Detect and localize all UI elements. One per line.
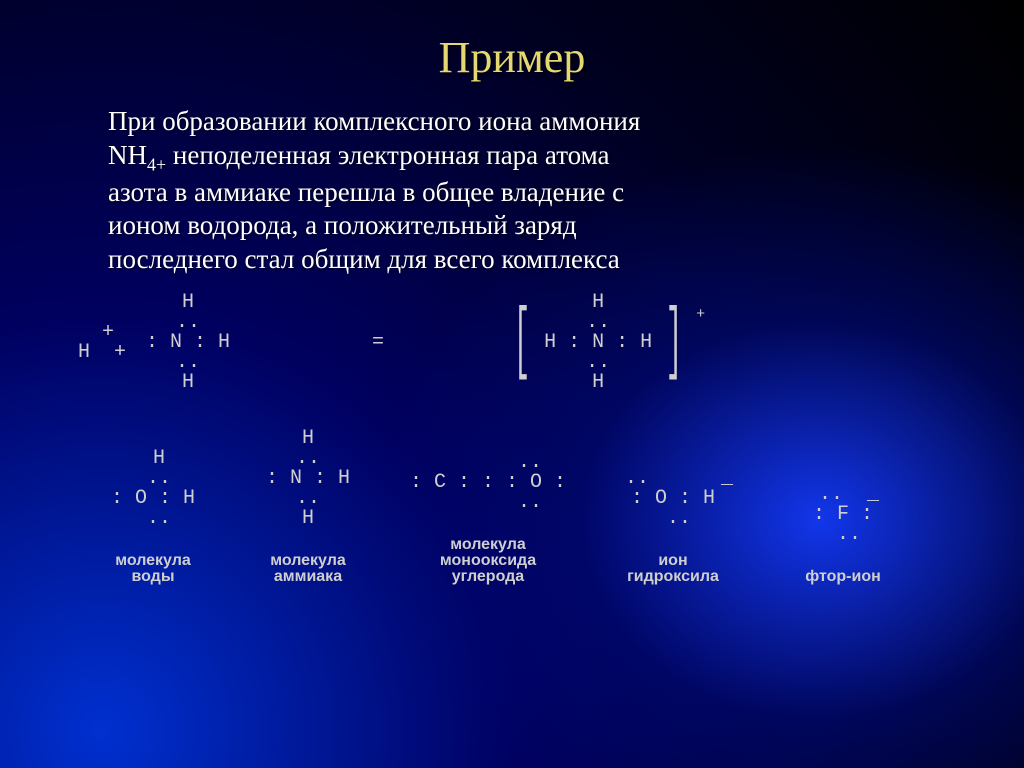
species-co: .. : C : : : O : .. молекула монооксида … [388,453,588,585]
lewis-f: .. _ : F : .. [807,485,879,545]
lewis-nh4: H .. H : N : H .. H [544,293,652,393]
lewis-nh3: H .. : N : H .. H [146,293,230,393]
p-line2-pre: NH [108,140,147,170]
lewis-nh3-2: H .. : N : H .. H [266,429,350,529]
label-nh3: молекула аммиака [270,553,346,585]
label-co: молекула монооксида углерода [440,537,536,585]
lewis-oh: .. _ : O : H .. [613,469,733,529]
left-bracket-icon: [ [514,311,531,375]
label-h2o: молекула воды [115,553,191,585]
species-row: H .. : O : H .. молекула воды H .. : N :… [78,429,1024,585]
label-oh: ион гидроксила [627,553,719,585]
p-line3: азота в аммиаке перешла в общее владение… [108,177,624,207]
lewis-co: .. : C : : : O : .. [410,453,566,513]
species-oh: .. _ : O : H .. ион гидроксила [588,469,758,585]
p-line5: последнего стал общим для всего комплекс… [108,244,620,274]
lewis-h-plus: + H + [78,323,126,363]
p-line4: ионом водорода, а положительный заряд [108,210,577,240]
nh4-charge: + [696,307,705,322]
label-f: фтор-ион [805,569,881,585]
p-line1: При образовании комплексного иона аммони… [108,106,640,136]
right-bracket-icon: ] [666,311,683,375]
species-f: .. _ : F : .. фтор-ион [758,485,928,585]
chemistry-block: + H + H .. : N : H .. H = [ H .. H : N :… [0,293,1024,585]
ammonium-formation-equation: + H + H .. : N : H .. H = [ H .. H : N :… [78,293,1024,393]
p-line2-sub: 4+ [147,154,166,174]
p-line2-post: неподеленная электронная пара атома [166,140,609,170]
lewis-h2o: H .. : O : H .. [111,449,195,529]
species-nh3: H .. : N : H .. H молекула аммиака [228,429,388,585]
slide-title: Пример [0,0,1024,83]
equals-sign: = [372,333,384,353]
species-h2o: H .. : O : H .. молекула воды [78,449,228,585]
body-paragraph: При образовании комплексного иона аммони… [0,83,1024,277]
